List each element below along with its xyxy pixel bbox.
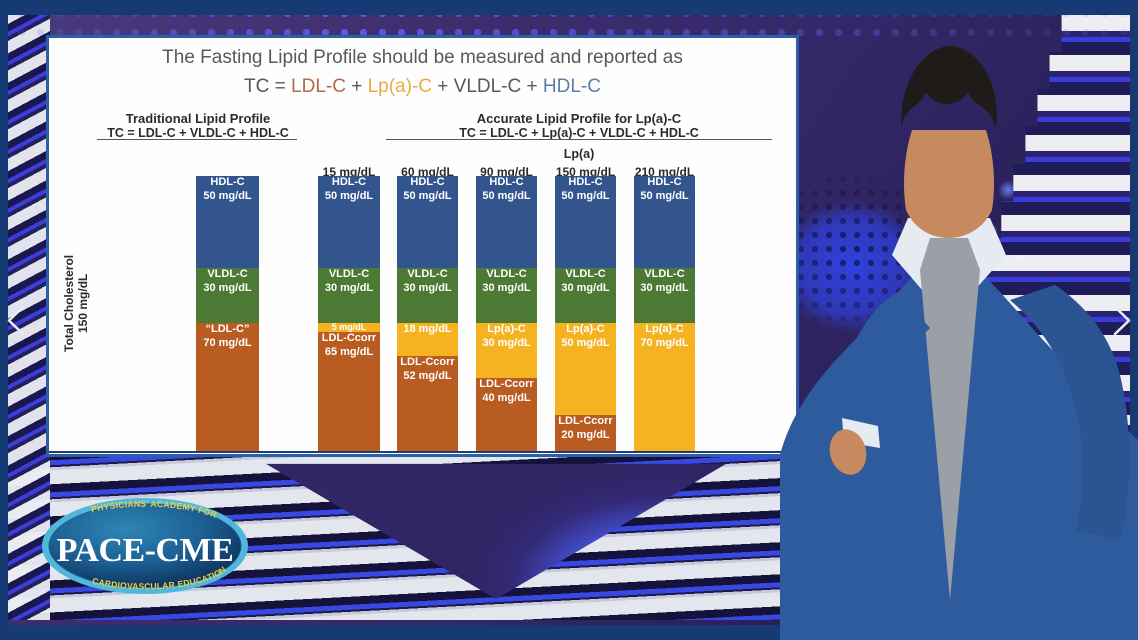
svg-text:PACE-CME: PACE-CME: [57, 532, 234, 569]
